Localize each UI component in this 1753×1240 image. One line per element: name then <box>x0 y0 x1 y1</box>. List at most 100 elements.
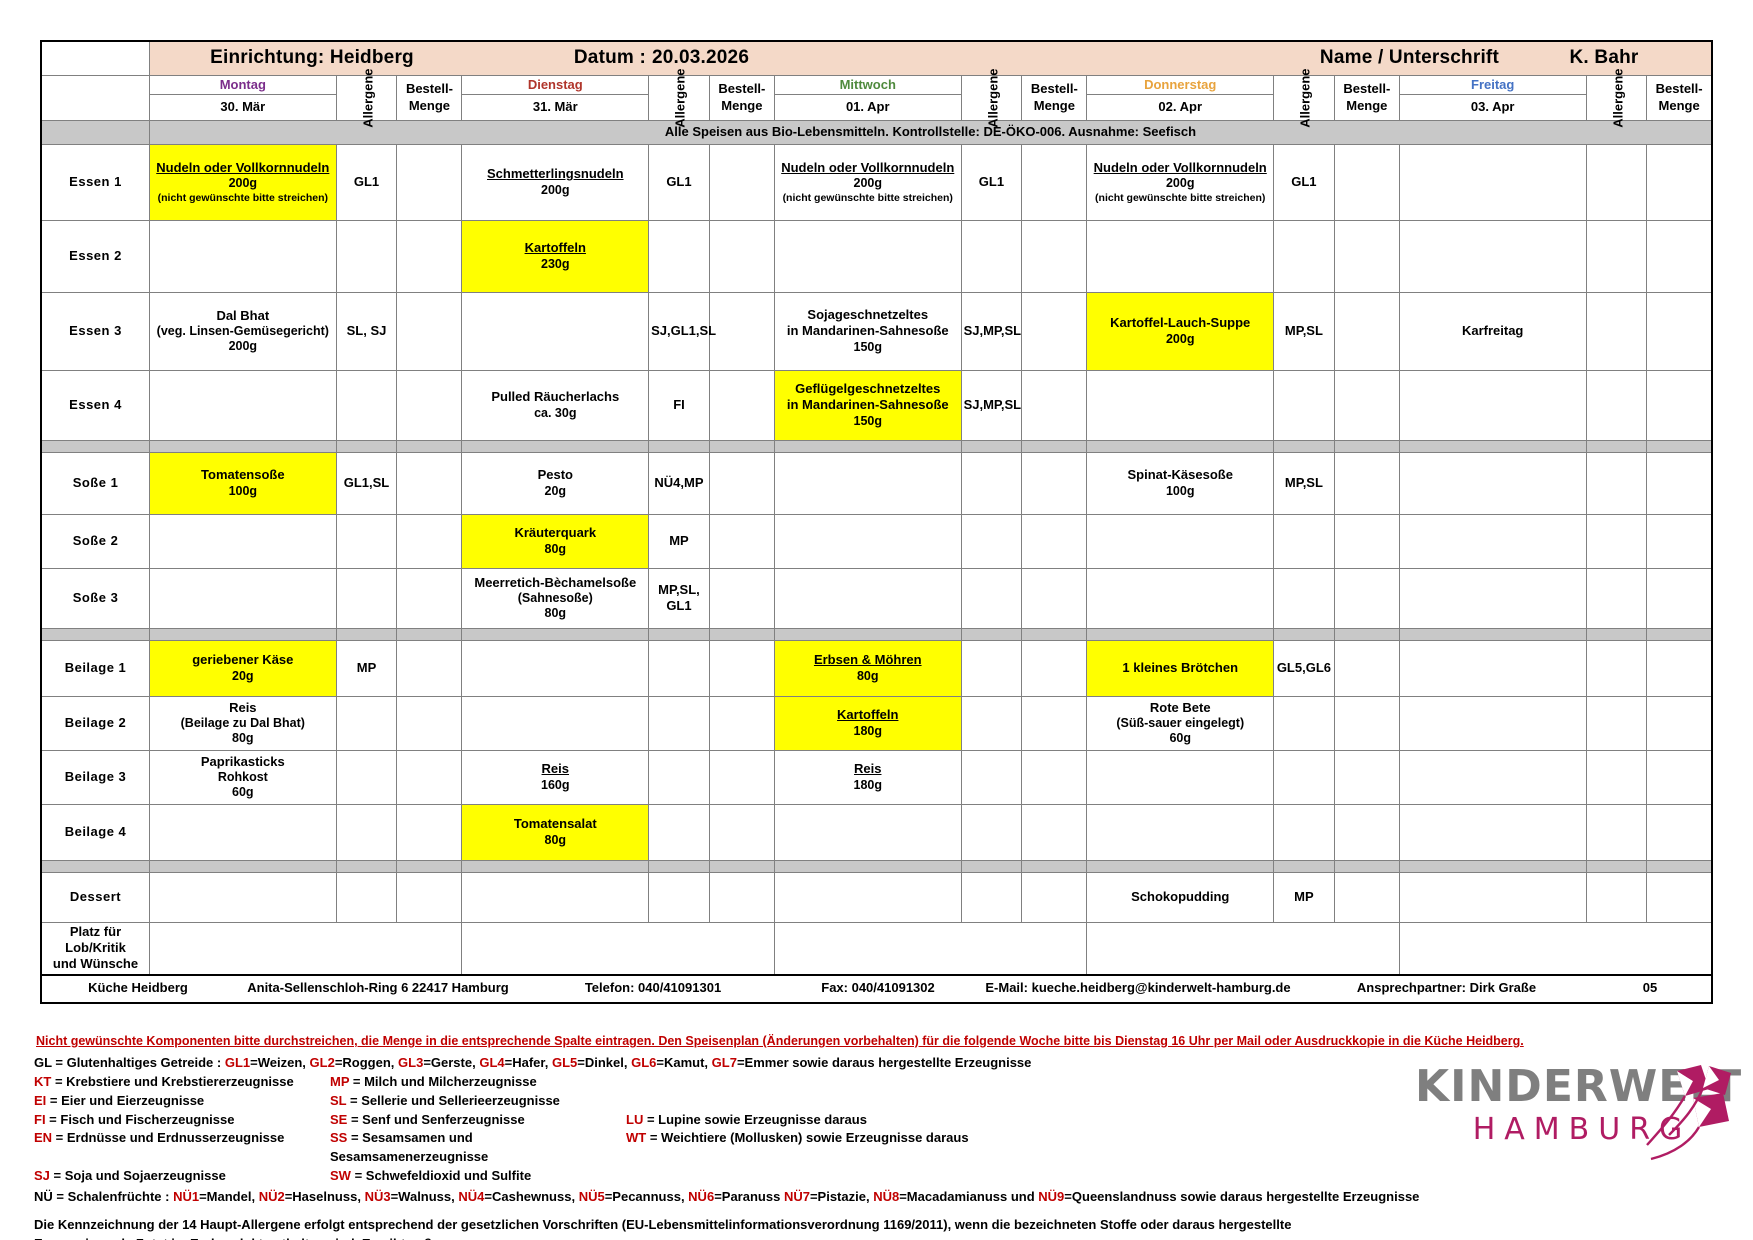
bestell-essen4-mittwoch[interactable] <box>1021 369 1088 441</box>
cell-essen4-freitag[interactable] <box>1398 369 1587 441</box>
lob-kritik-field-donnerstag[interactable] <box>1086 921 1400 976</box>
cell-beilage1-dienstag[interactable] <box>461 639 650 697</box>
cell-beilage4-freitag[interactable] <box>1398 803 1587 861</box>
bestell-essen1-donnerstag[interactable] <box>1333 143 1400 221</box>
bestell-sosse2-montag[interactable] <box>396 513 463 569</box>
bestell-beilage2-freitag[interactable] <box>1646 695 1714 751</box>
cell-essen3-donnerstag[interactable]: Kartoffel-Lauch-Suppe 200g <box>1086 291 1275 371</box>
bestell-beilage2-donnerstag[interactable] <box>1333 695 1400 751</box>
bestell-beilage1-freitag[interactable] <box>1646 639 1714 697</box>
bestell-beilage3-freitag[interactable] <box>1646 749 1714 805</box>
bestell-beilage4-dienstag[interactable] <box>708 803 775 861</box>
bestell-essen1-freitag[interactable] <box>1646 143 1714 221</box>
bestell-dessert-mittwoch[interactable] <box>1021 871 1088 923</box>
bestell-essen2-freitag[interactable] <box>1646 219 1714 293</box>
lob-kritik-field-montag[interactable] <box>148 921 463 976</box>
bestell-sosse3-freitag[interactable] <box>1646 567 1714 629</box>
bestell-sosse3-donnerstag[interactable] <box>1333 567 1400 629</box>
bestell-beilage3-montag[interactable] <box>396 749 463 805</box>
cell-sosse3-mittwoch[interactable] <box>773 567 962 629</box>
cell-dessert-montag[interactable] <box>149 871 337 923</box>
cell-dessert-mittwoch[interactable] <box>773 871 962 923</box>
cell-essen3-freitag[interactable]: Karfreitag <box>1398 291 1587 371</box>
bestell-essen3-dienstag[interactable] <box>708 291 775 371</box>
cell-beilage3-donnerstag[interactable] <box>1086 749 1275 805</box>
cell-essen1-montag[interactable]: Nudeln oder Vollkornnudeln 200g (nicht g… <box>149 143 337 221</box>
bestell-essen3-donnerstag[interactable] <box>1333 291 1400 371</box>
cell-sosse3-donnerstag[interactable] <box>1086 567 1275 629</box>
cell-essen2-freitag[interactable] <box>1398 219 1587 293</box>
bestell-beilage3-donnerstag[interactable] <box>1333 749 1400 805</box>
bestell-essen4-donnerstag[interactable] <box>1333 369 1400 441</box>
bestell-beilage4-freitag[interactable] <box>1646 803 1714 861</box>
cell-essen4-mittwoch[interactable]: Geflügelgeschnetzeltes in Mandarinen-Sah… <box>773 369 962 441</box>
bestell-beilage4-donnerstag[interactable] <box>1333 803 1400 861</box>
cell-sosse2-dienstag[interactable]: Kräuterquark 80g <box>461 513 650 569</box>
bestell-essen1-dienstag[interactable] <box>708 143 775 221</box>
cell-beilage2-dienstag[interactable] <box>461 695 650 751</box>
bestell-essen1-montag[interactable] <box>396 143 463 221</box>
cell-essen2-dienstag[interactable]: Kartoffeln 230g <box>461 219 650 293</box>
bestell-beilage1-donnerstag[interactable] <box>1333 639 1400 697</box>
bestell-beilage1-dienstag[interactable] <box>708 639 775 697</box>
bestell-sosse3-mittwoch[interactable] <box>1021 567 1088 629</box>
cell-sosse1-mittwoch[interactable] <box>773 451 962 515</box>
cell-essen3-mittwoch[interactable]: Sojageschnetzeltes in Mandarinen-Sahneso… <box>773 291 962 371</box>
bestell-beilage4-mittwoch[interactable] <box>1021 803 1088 861</box>
bestell-beilage1-montag[interactable] <box>396 639 463 697</box>
bestell-sosse1-montag[interactable] <box>396 451 463 515</box>
cell-essen1-mittwoch[interactable]: Nudeln oder Vollkornnudeln 200g (nicht g… <box>773 143 962 221</box>
cell-sosse2-donnerstag[interactable] <box>1086 513 1275 569</box>
cell-beilage4-mittwoch[interactable] <box>773 803 962 861</box>
cell-essen1-dienstag[interactable]: Schmetterlingsnudeln 200g <box>461 143 650 221</box>
cell-dessert-freitag[interactable] <box>1398 871 1587 923</box>
cell-beilage2-freitag[interactable] <box>1398 695 1587 751</box>
cell-beilage3-dienstag[interactable]: Reis 160g <box>461 749 650 805</box>
bestell-dessert-donnerstag[interactable] <box>1333 871 1400 923</box>
cell-sosse1-freitag[interactable] <box>1398 451 1587 515</box>
cell-beilage1-montag[interactable]: geriebener Käse 20g <box>149 639 337 697</box>
bestell-sosse2-donnerstag[interactable] <box>1333 513 1400 569</box>
bestell-essen2-donnerstag[interactable] <box>1333 219 1400 293</box>
lob-kritik-field-dienstag[interactable] <box>461 921 775 976</box>
bestell-sosse3-montag[interactable] <box>396 567 463 629</box>
cell-essen2-montag[interactable] <box>149 219 337 293</box>
cell-dessert-donnerstag[interactable]: Schokopudding <box>1086 871 1275 923</box>
cell-sosse1-dienstag[interactable]: Pesto 20g <box>461 451 650 515</box>
cell-essen3-montag[interactable]: Dal Bhat (veg. Linsen-Gemüsegericht) 200… <box>149 291 337 371</box>
cell-sosse3-freitag[interactable] <box>1398 567 1587 629</box>
bestell-sosse2-freitag[interactable] <box>1646 513 1714 569</box>
cell-beilage3-mittwoch[interactable]: Reis 180g <box>773 749 962 805</box>
cell-sosse3-montag[interactable] <box>149 567 337 629</box>
cell-sosse2-mittwoch[interactable] <box>773 513 962 569</box>
cell-essen1-donnerstag[interactable]: Nudeln oder Vollkornnudeln 200g (nicht g… <box>1086 143 1275 221</box>
bestell-sosse1-freitag[interactable] <box>1646 451 1714 515</box>
cell-beilage1-mittwoch[interactable]: Erbsen & Möhren 80g <box>773 639 962 697</box>
bestell-sosse2-dienstag[interactable] <box>708 513 775 569</box>
bestell-essen3-montag[interactable] <box>396 291 463 371</box>
bestell-essen2-montag[interactable] <box>396 219 463 293</box>
cell-essen4-dienstag[interactable]: Pulled Räucherlachs ca. 30g <box>461 369 650 441</box>
cell-essen1-freitag[interactable] <box>1398 143 1587 221</box>
cell-sosse1-donnerstag[interactable]: Spinat-Käsesoße 100g <box>1086 451 1275 515</box>
cell-beilage3-freitag[interactable] <box>1398 749 1587 805</box>
lob-kritik-field-freitag[interactable] <box>1398 921 1713 976</box>
bestell-essen4-montag[interactable] <box>396 369 463 441</box>
bestell-beilage1-mittwoch[interactable] <box>1021 639 1088 697</box>
cell-beilage2-montag[interactable]: Reis (Beilage zu Dal Bhat) 80g <box>149 695 337 751</box>
cell-essen3-dienstag[interactable] <box>461 291 650 371</box>
cell-sosse1-montag[interactable]: Tomatensoße 100g <box>149 451 337 515</box>
bestell-essen1-mittwoch[interactable] <box>1021 143 1088 221</box>
cell-beilage3-montag[interactable]: Paprikasticks Rohkost 60g <box>149 749 337 805</box>
cell-beilage4-montag[interactable] <box>149 803 337 861</box>
cell-beilage4-dienstag[interactable]: Tomatensalat 80g <box>461 803 650 861</box>
bestell-dessert-montag[interactable] <box>396 871 463 923</box>
bestell-sosse1-mittwoch[interactable] <box>1021 451 1088 515</box>
bestell-beilage4-montag[interactable] <box>396 803 463 861</box>
bestell-essen3-mittwoch[interactable] <box>1021 291 1088 371</box>
bestell-beilage2-montag[interactable] <box>396 695 463 751</box>
cell-beilage1-donnerstag[interactable]: 1 kleines Brötchen <box>1086 639 1275 697</box>
bestell-dessert-freitag[interactable] <box>1646 871 1714 923</box>
cell-beilage4-donnerstag[interactable] <box>1086 803 1275 861</box>
cell-essen2-donnerstag[interactable] <box>1086 219 1275 293</box>
